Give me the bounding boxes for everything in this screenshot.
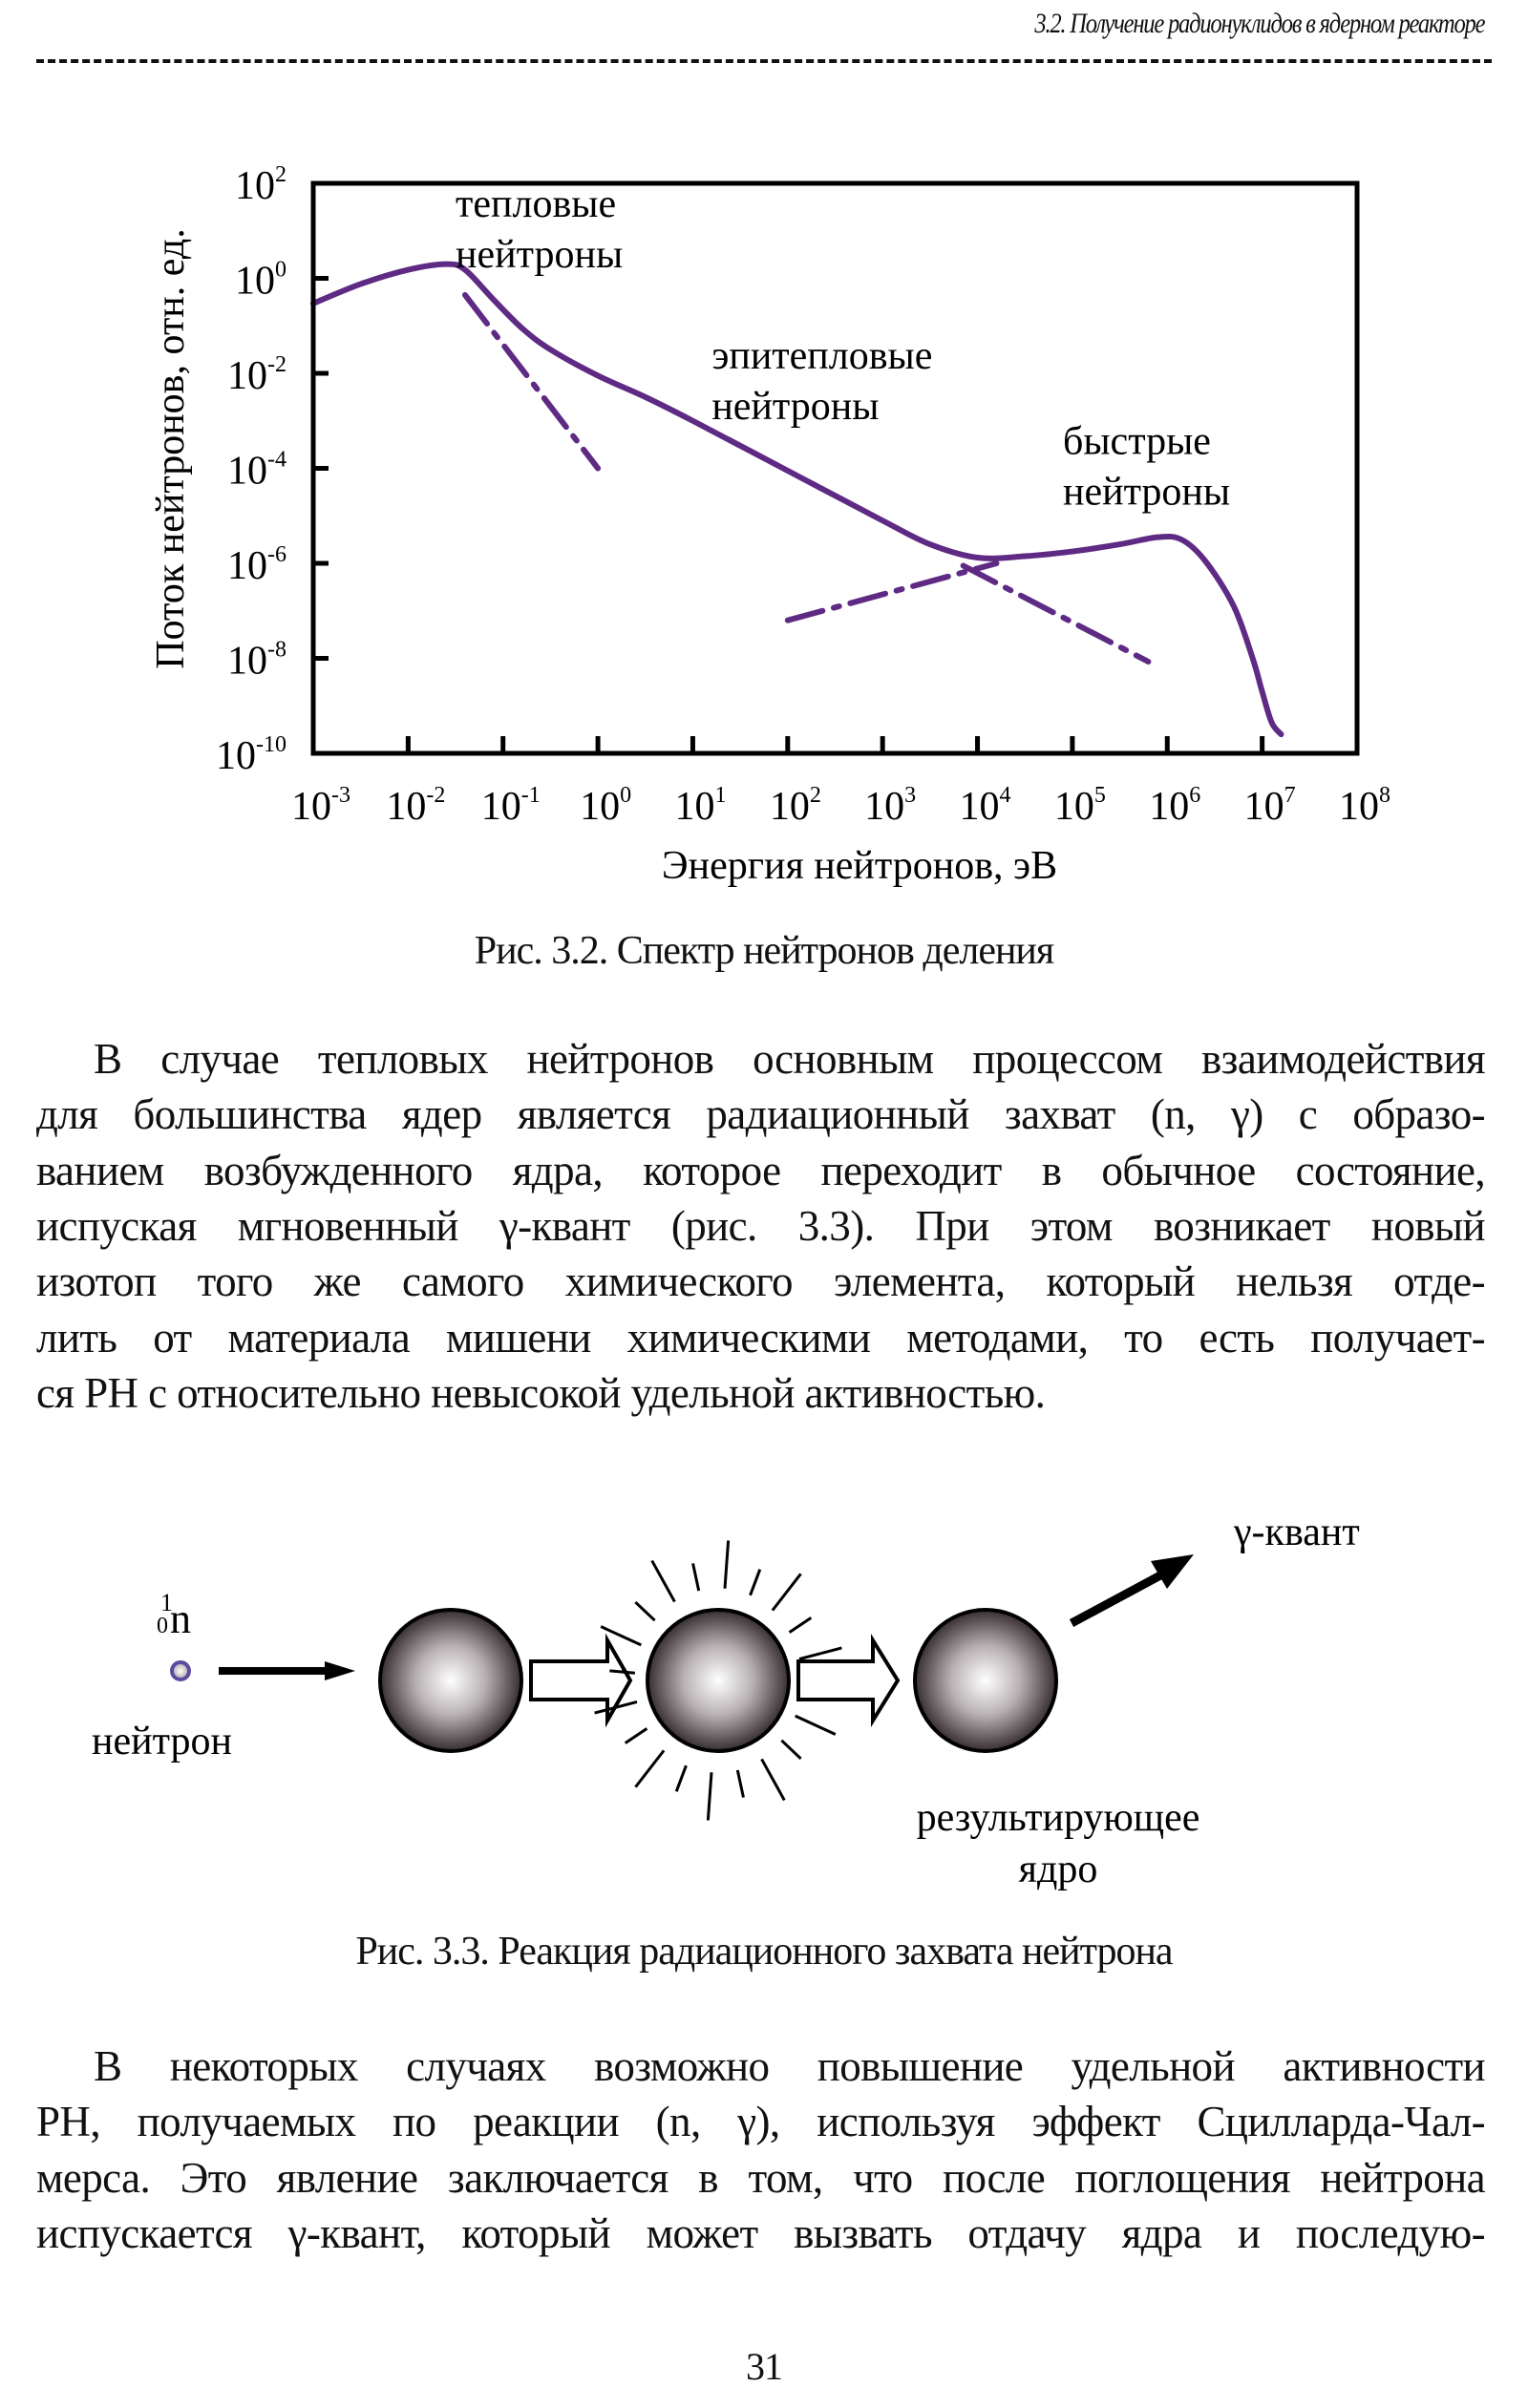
- target-nucleus: [378, 1608, 523, 1753]
- y-tick-label: 10-10: [216, 732, 286, 778]
- text-line: лить от материала мишени химическими мет…: [36, 1313, 1486, 1362]
- text-line: ванием возбужденного ядра, которое перех…: [36, 1146, 1486, 1194]
- excitation-rays-icon: [594, 1540, 842, 1821]
- region-annotation: быстрые: [1063, 420, 1211, 464]
- mass-number: 1: [160, 1589, 173, 1616]
- x-axis-label: Энергия нейтронов, эВ: [662, 844, 1057, 888]
- text-line: мерса. Это явление заключается в том, чт…: [36, 2153, 1486, 2202]
- ray: [691, 1563, 701, 1592]
- y-tick-label: 10-4: [227, 448, 286, 494]
- ray: [624, 1727, 648, 1744]
- figure-caption-3-2: Рис. 3.2. Спектр нейтронов деления: [474, 929, 1054, 973]
- ray: [706, 1772, 713, 1821]
- gamma-arrow-icon: [1069, 1554, 1194, 1627]
- x-tick-label: 102: [770, 783, 821, 829]
- x-tick-label: 10-2: [386, 783, 445, 829]
- x-tick-label: 104: [960, 783, 1011, 829]
- x-tick-label: 106: [1149, 783, 1200, 829]
- ray: [735, 1769, 745, 1798]
- ray: [780, 1739, 802, 1761]
- resulting-nucleus-label-2: ядро: [1019, 1848, 1098, 1891]
- series-thermal-maxwell: [461, 291, 602, 472]
- excited-nucleus: [646, 1608, 791, 1753]
- x-tick-label: 107: [1244, 783, 1296, 829]
- text-line: ся РН с относительно невысокой удельной …: [36, 1368, 1046, 1417]
- region-annotation: эпитепловые: [711, 334, 932, 378]
- ray: [634, 1749, 666, 1788]
- series-fission: [784, 560, 1000, 623]
- charge-number: 0: [157, 1614, 168, 1638]
- region-annotation: тепловые: [456, 182, 616, 226]
- ray: [788, 1616, 813, 1634]
- resulting-nucleus: [913, 1608, 1058, 1753]
- y-tick-label: 10-8: [227, 638, 286, 684]
- text-line: для большинства ядер является радиационн…: [36, 1090, 1486, 1139]
- y-tick-label: 10-6: [227, 542, 286, 588]
- region-annotation: нейтроны: [711, 385, 879, 429]
- y-axis-label: Поток нейтронов, отн. ед.: [149, 228, 193, 669]
- y-tick-label: 102: [235, 162, 286, 208]
- ray: [594, 1700, 638, 1715]
- ray: [600, 1625, 642, 1647]
- text-line: В случае тепловых нейтронов основным про…: [94, 1035, 1486, 1083]
- text-line: испуская мгновенный γ-квант (рис. 3.3). …: [36, 1201, 1486, 1250]
- neutron-spectrum-chart: 10-3 10-2 10-1 100 101 102 103 104 105 106 107 108 1…: [149, 162, 1390, 888]
- plot-frame: [310, 180, 1360, 756]
- hollow-arrow-icon: [529, 1633, 633, 1728]
- x-tick-label: 103: [864, 783, 916, 829]
- ray: [634, 1600, 656, 1622]
- neutron-label: нейтрон: [92, 1720, 232, 1764]
- x-tick-label: 105: [1054, 783, 1106, 829]
- neutron-particle: [170, 1660, 191, 1681]
- neutron-arrow-icon: [219, 1661, 355, 1680]
- region-annotation: нейтроны: [1063, 471, 1230, 515]
- ray: [609, 1669, 636, 1675]
- ray: [723, 1540, 731, 1589]
- capture-reaction-diagram: 1 0 n нейтрон γ-квант результирующее ядр…: [92, 1510, 1360, 1891]
- figure-caption-3-3: Рис. 3.3. Реакция радиационного захвата …: [355, 1930, 1173, 1974]
- ray: [650, 1559, 676, 1603]
- y-tick-label: 10-2: [227, 352, 286, 398]
- running-header: 3.2. Получение радионуклидов в ядерном р…: [1034, 8, 1485, 39]
- series-epithermal-1-e: [960, 562, 1152, 665]
- y-tick-label: 100: [235, 258, 286, 304]
- region-annotation: нейтроны: [456, 233, 623, 277]
- page-number: 31: [746, 2345, 783, 2388]
- series-spectrum: [310, 261, 1284, 738]
- ray: [771, 1573, 802, 1612]
- ray: [795, 1714, 837, 1736]
- text-line: В некоторых случаях возможно повышение у…: [94, 2042, 1486, 2090]
- x-tick-label: 108: [1339, 783, 1390, 829]
- header-divider: [36, 59, 1492, 63]
- neutron-symbol: n: [170, 1595, 191, 1642]
- ray: [674, 1764, 688, 1792]
- text-line: испускается γ-квант, который может вызва…: [36, 2208, 1486, 2257]
- ray: [749, 1569, 762, 1596]
- resulting-nucleus-label-1: результирующее: [917, 1796, 1200, 1840]
- x-tick-label: 10-1: [481, 783, 541, 829]
- hollow-arrow-icon: [796, 1633, 901, 1728]
- ray: [760, 1758, 786, 1802]
- ray: [798, 1646, 842, 1661]
- gamma-quantum-label: γ-квант: [1233, 1510, 1360, 1554]
- x-tick-label: 100: [580, 783, 631, 829]
- text-line: РН, получаемых по реакции (n, γ), исполь…: [36, 2098, 1486, 2146]
- x-tick-label: 101: [674, 783, 726, 829]
- text-line: изотоп того же самого химического элемен…: [36, 1257, 1486, 1306]
- x-tick-label: 10-3: [291, 783, 350, 829]
